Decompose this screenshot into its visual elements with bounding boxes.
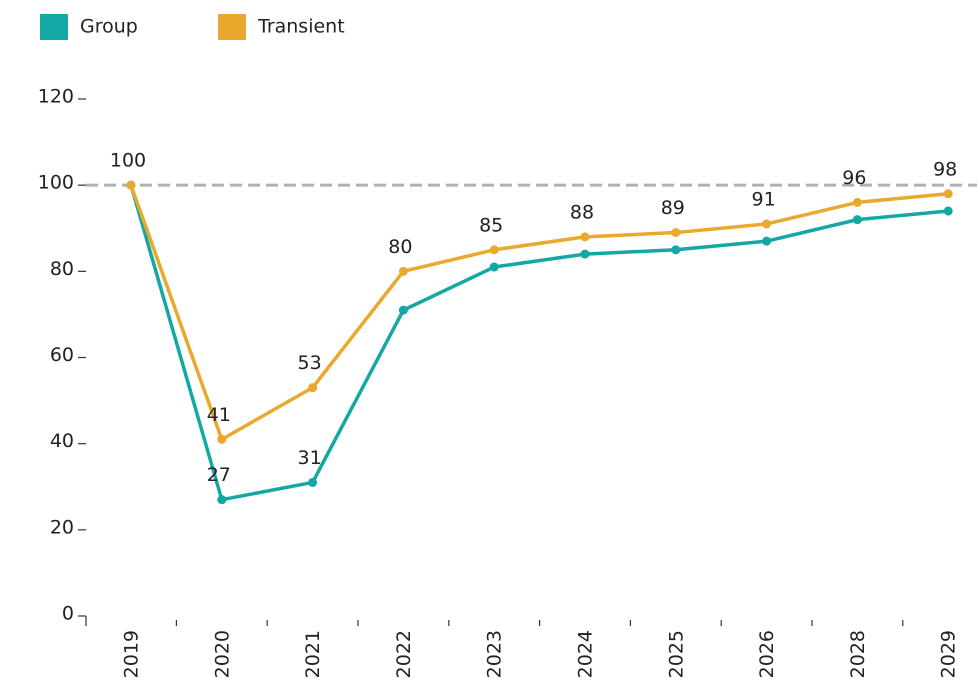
x-tick-label: 2024 — [575, 630, 597, 678]
legend-swatch — [218, 14, 246, 40]
y-tick-label: 100 — [38, 172, 74, 194]
series-line — [129, 184, 949, 442]
y-tick-label: 40 — [50, 430, 74, 452]
data-point — [308, 477, 318, 487]
x-tick-label: 2019 — [121, 630, 143, 678]
data-point — [852, 215, 862, 225]
x-tick-label: 2020 — [211, 630, 233, 678]
data-point — [308, 383, 318, 393]
data-point — [671, 245, 681, 255]
data-label: 53 — [298, 352, 322, 374]
x-tick-label: 2025 — [665, 630, 687, 678]
x-tick-label: 2026 — [756, 630, 778, 678]
data-point — [943, 206, 953, 216]
data-label: 98 — [933, 158, 957, 180]
data-label: 41 — [207, 404, 231, 426]
x-tick-label: 2023 — [484, 630, 506, 678]
data-label: 96 — [842, 167, 866, 189]
data-point — [852, 197, 862, 207]
data-point — [217, 434, 227, 444]
x-tick-label: 2028 — [847, 630, 869, 678]
y-tick-label: 120 — [38, 86, 74, 108]
data-point — [126, 180, 136, 190]
data-label: 100 — [110, 150, 146, 172]
data-point — [762, 219, 772, 229]
y-tick-label: 80 — [50, 258, 74, 280]
data-point — [580, 232, 590, 242]
data-label: 27 — [207, 464, 231, 486]
data-label: 89 — [661, 197, 685, 219]
data-point — [671, 228, 681, 238]
data-point — [943, 189, 953, 199]
data-label: 85 — [479, 214, 503, 236]
x-tick-label: 2021 — [302, 630, 324, 678]
series-line — [129, 184, 949, 502]
data-point — [580, 249, 590, 259]
data-point — [489, 262, 499, 272]
y-tick-label: 0 — [62, 603, 74, 625]
data-label: 80 — [388, 236, 412, 258]
data-point — [217, 495, 227, 505]
data-point — [762, 236, 772, 246]
x-tick-label: 2029 — [938, 630, 960, 678]
data-label: 91 — [752, 188, 776, 210]
y-tick-label: 20 — [50, 516, 74, 538]
data-point — [489, 245, 499, 255]
legend-swatch — [40, 14, 68, 40]
y-tick-label: 60 — [50, 344, 74, 366]
x-tick-label: 2022 — [393, 630, 415, 678]
data-label: 31 — [298, 447, 322, 469]
data-label: 88 — [570, 201, 594, 223]
data-point — [398, 266, 408, 276]
legend-label: Group — [80, 16, 138, 38]
data-point — [398, 305, 408, 315]
legend-label: Transient — [257, 16, 345, 38]
